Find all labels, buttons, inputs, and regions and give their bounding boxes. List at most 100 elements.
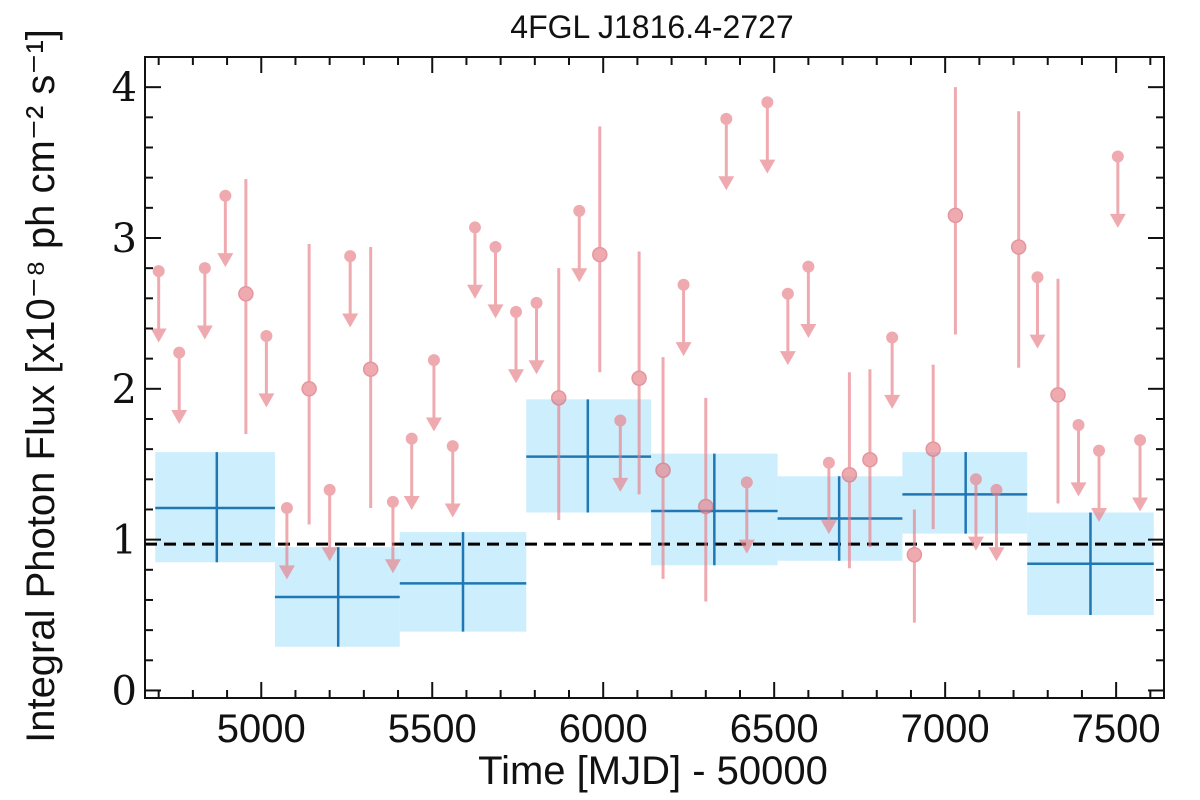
monthly-flux-marker — [841, 467, 858, 483]
upper-limit-marker — [427, 354, 440, 367]
y-tick-label: 1 — [112, 518, 137, 564]
monthly-flux-marker — [1010, 239, 1027, 255]
upper-limit-arrowhead — [466, 284, 483, 299]
upper-limit-marker — [761, 96, 774, 109]
monthly-flux-marker — [1050, 387, 1066, 403]
upper-limit-marker — [280, 501, 293, 514]
upper-limit-arrowhead — [1091, 508, 1108, 523]
monthly-detection-point — [301, 244, 317, 525]
y-tick-label: 0 — [112, 668, 137, 714]
monthly-upper-limit — [1070, 419, 1087, 497]
monthly-upper-limit — [342, 250, 359, 328]
upper-limit-arrowhead — [718, 176, 735, 191]
upper-limit-arrowhead — [150, 328, 167, 343]
monthly-upper-limit — [528, 296, 545, 375]
upper-limit-arrowhead — [321, 547, 338, 562]
upper-limit-arrowhead — [1029, 334, 1046, 349]
upper-limit-marker — [677, 278, 690, 291]
upper-limit-arrowhead — [384, 559, 401, 574]
upper-limit-arrowhead — [217, 253, 234, 268]
x-tick-label: 5500 — [388, 707, 477, 751]
monthly-upper-limit — [571, 204, 588, 283]
monthly-detection-point — [947, 87, 964, 335]
upper-limit-marker — [740, 476, 753, 489]
monthly-detection-point — [592, 126, 608, 373]
monthly-upper-limit — [196, 262, 213, 340]
upper-limit-arrowhead — [403, 495, 420, 510]
monthly-upper-limit — [217, 189, 234, 268]
axis-ticks — [145, 57, 1164, 698]
upper-limit-marker — [1072, 419, 1085, 432]
upper-limit-arrowhead — [444, 503, 461, 518]
monthly-upper-limit — [384, 495, 401, 574]
monthly-flux-marker — [906, 546, 923, 563]
upper-limit-marker — [468, 221, 481, 234]
monthly-flux-marker — [362, 361, 379, 377]
x-tick-label: 7500 — [1072, 707, 1161, 751]
upper-limit-arrowhead — [1070, 482, 1087, 497]
monthly-flux-marker — [862, 451, 878, 468]
upper-limit-arrowhead — [487, 304, 504, 319]
upper-limit-marker — [446, 440, 459, 453]
upper-limit-marker — [198, 262, 211, 275]
upper-limit-arrowhead — [884, 394, 901, 409]
monthly-upper-limit — [612, 414, 629, 492]
monthly-upper-limit — [820, 456, 837, 535]
upper-limit-marker — [1111, 150, 1124, 163]
upper-limit-arrowhead — [759, 159, 776, 174]
monthly-upper-limit — [718, 112, 735, 191]
monthly-detection-point — [925, 364, 941, 530]
monthly-upper-limit — [258, 330, 275, 408]
monthly-upper-limit — [150, 265, 167, 343]
monthly-upper-limit — [278, 501, 295, 580]
upper-limit-arrowhead — [171, 409, 188, 424]
y-tick-label: 2 — [112, 367, 137, 413]
upper-limit-marker — [510, 305, 523, 318]
y-axis-label: Integral Photon Flux [x10⁻⁸ ph cm⁻² s⁻¹] — [19, 29, 63, 743]
upper-limit-marker — [489, 241, 502, 254]
monthly-upper-limit — [675, 278, 692, 357]
monthly-upper-limit — [759, 96, 776, 174]
monthly-detection-point — [362, 247, 379, 508]
upper-limit-arrowhead — [612, 477, 629, 492]
upper-limit-marker — [822, 456, 835, 469]
monthly-upper-limit — [988, 483, 1005, 562]
monthly-flux-marker — [592, 246, 608, 263]
monthly-upper-limit — [425, 354, 442, 432]
upper-limit-arrowhead — [258, 393, 275, 408]
plot-frame — [144, 56, 1165, 699]
x-tick-label: 6000 — [559, 707, 648, 751]
upper-limit-arrowhead — [779, 351, 796, 366]
upper-limit-marker — [614, 414, 627, 427]
upper-limit-arrowhead — [196, 325, 213, 340]
x-tick-label: 5000 — [217, 707, 306, 751]
upper-limit-marker — [405, 432, 418, 445]
tick-labels: 5000 5500 6000 6500 7000 7500 0 1 2 3 4 — [112, 65, 1161, 751]
upper-limit-arrowhead — [1109, 213, 1126, 228]
upper-limit-marker — [386, 495, 399, 508]
monthly-upper-limit — [487, 241, 504, 319]
monthly-upper-limit — [738, 476, 755, 554]
upper-limit-arrowhead — [528, 360, 545, 375]
monthly-flux-marker — [631, 370, 647, 387]
upper-limit-marker — [802, 260, 815, 273]
monthly-upper-limit — [1109, 150, 1126, 228]
monthly-flux-marker — [238, 286, 254, 302]
monthly-upper-limit — [403, 432, 420, 510]
monthly-upper-limit — [967, 473, 984, 551]
upper-limit-arrowhead — [738, 539, 755, 554]
monthly-upper-limit — [884, 331, 901, 409]
monthly-upper-limit — [171, 346, 188, 424]
upper-limit-arrowhead — [571, 268, 588, 283]
monthly-detection-point — [698, 397, 714, 602]
upper-limit-marker — [1093, 444, 1106, 457]
upper-limit-marker — [344, 250, 357, 263]
upper-limit-marker — [1031, 271, 1044, 284]
upper-limit-arrowhead — [278, 565, 295, 580]
upper-limit-marker — [720, 112, 733, 125]
upper-limit-arrowhead — [1132, 497, 1149, 512]
upper-limit-marker — [781, 287, 794, 300]
upper-limit-marker — [990, 483, 1003, 496]
monthly-upper-limit — [1029, 271, 1046, 349]
